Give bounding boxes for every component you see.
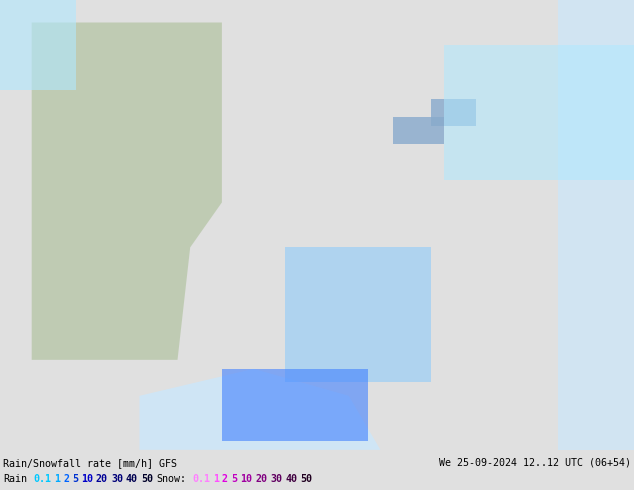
Text: 10: 10 [81, 474, 93, 484]
Text: 10: 10 [240, 474, 252, 484]
Text: 1: 1 [54, 474, 60, 484]
Text: Snow:: Snow: [156, 474, 186, 484]
Text: 30: 30 [270, 474, 282, 484]
Text: 5: 5 [72, 474, 78, 484]
Text: Rain/Snowfall rate [mm/h] GFS: Rain/Snowfall rate [mm/h] GFS [3, 458, 177, 468]
Text: 40: 40 [285, 474, 297, 484]
Text: 1: 1 [213, 474, 219, 484]
Text: 50: 50 [141, 474, 153, 484]
Text: We 25-09-2024 12..12 UTC (06+54): We 25-09-2024 12..12 UTC (06+54) [439, 458, 631, 468]
Text: 5: 5 [231, 474, 237, 484]
Text: 30: 30 [111, 474, 123, 484]
Text: 2: 2 [222, 474, 228, 484]
Text: 20: 20 [96, 474, 108, 484]
Text: 0.1: 0.1 [192, 474, 210, 484]
Text: 40: 40 [126, 474, 138, 484]
Text: 0.1: 0.1 [33, 474, 51, 484]
Text: 20: 20 [255, 474, 267, 484]
Text: 50: 50 [300, 474, 312, 484]
Text: 2: 2 [63, 474, 69, 484]
Text: Rain: Rain [3, 474, 27, 484]
